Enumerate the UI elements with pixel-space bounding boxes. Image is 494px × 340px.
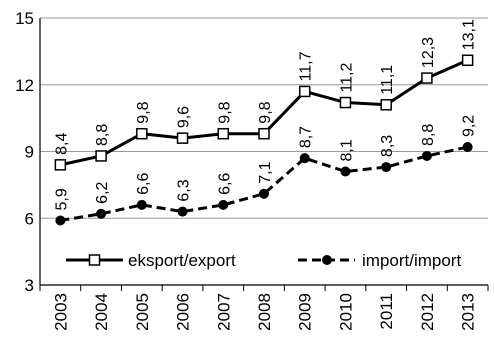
- data-point: [381, 162, 392, 173]
- legend-marker-export: [88, 254, 101, 266]
- x-tick-label: 2004: [92, 293, 111, 331]
- y-tick-label: 12: [15, 76, 34, 95]
- y-tick-label: 3: [25, 276, 34, 295]
- data-point: [177, 206, 188, 217]
- data-point: [54, 159, 67, 171]
- data-label: 8,3: [379, 135, 396, 157]
- series: [54, 54, 474, 226]
- data-point: [136, 199, 147, 210]
- legend-label-export: eksport/export: [128, 251, 236, 270]
- data-label: 8,8: [94, 124, 111, 146]
- data-point: [340, 166, 351, 177]
- legend: eksport/export import/import: [66, 251, 461, 270]
- x-tick-label: 2012: [418, 293, 437, 331]
- x-tick-label: 2003: [51, 293, 70, 331]
- data-label: 6,3: [176, 179, 193, 201]
- data-label: 9,2: [461, 115, 478, 137]
- data-labels: 8,4 8,8 9,8 9,6 9,8 9,8 11,7 11,2 11,1 12,3 13,1 5,…: [53, 19, 477, 210]
- data-label: 8,4: [53, 133, 70, 155]
- x-tick-label: 2010: [336, 293, 355, 331]
- x-tick-label: 2006: [174, 293, 193, 331]
- legend-label-import: import/import: [362, 251, 461, 270]
- data-point: [95, 150, 107, 162]
- data-label: 6,2: [94, 181, 111, 203]
- data-label: 11,7: [298, 51, 315, 81]
- data-point: [217, 127, 230, 140]
- data-label: 5,9: [53, 188, 70, 210]
- data-point: [55, 215, 66, 226]
- data-point: [339, 96, 352, 109]
- data-point: [380, 99, 392, 111]
- x-tick-label: 2007: [214, 293, 233, 331]
- axes: 3 6 9 12 15 2003 2004 2005 2006 2007 2008 2009 2010 2…: [15, 9, 489, 331]
- grid: [40, 17, 488, 219]
- data-point: [462, 142, 473, 153]
- data-point: [218, 199, 229, 210]
- x-tick-label: 2005: [133, 293, 152, 331]
- data-point: [136, 127, 148, 140]
- data-label: 13,1: [461, 19, 478, 50]
- x-tick-label: 2011: [377, 293, 396, 330]
- y-tick-label: 15: [15, 9, 34, 28]
- data-point: [461, 54, 474, 67]
- data-point: [258, 127, 270, 140]
- data-label: 8,7: [298, 126, 315, 148]
- x-tick-label: 2009: [296, 293, 315, 331]
- data-label: 8,8: [420, 124, 437, 146]
- data-label: 11,1: [379, 65, 396, 95]
- data-point: [299, 153, 310, 164]
- data-label: 9,6: [176, 106, 193, 128]
- data-label: 6,6: [216, 173, 233, 195]
- data-label: 8,1: [338, 139, 355, 161]
- data-label: 9,8: [216, 101, 233, 123]
- data-label: 7,1: [257, 161, 274, 183]
- data-label: 12,3: [420, 37, 437, 68]
- legend-marker-import: [322, 255, 332, 265]
- y-tick-label: 6: [25, 209, 34, 228]
- x-tick-label: 2013: [459, 293, 478, 331]
- data-point: [298, 85, 311, 98]
- data-label: 6,6: [135, 173, 152, 195]
- data-point: [421, 72, 433, 84]
- data-label: 9,8: [257, 101, 274, 123]
- data-label: 9,8: [135, 101, 152, 123]
- y-tick-label: 9: [25, 143, 34, 162]
- data-point: [176, 132, 189, 144]
- data-point: [96, 208, 107, 219]
- data-point: [259, 188, 269, 199]
- data-point: [421, 150, 432, 161]
- x-tick-label: 2008: [255, 293, 274, 331]
- data-label: 11,2: [338, 62, 355, 92]
